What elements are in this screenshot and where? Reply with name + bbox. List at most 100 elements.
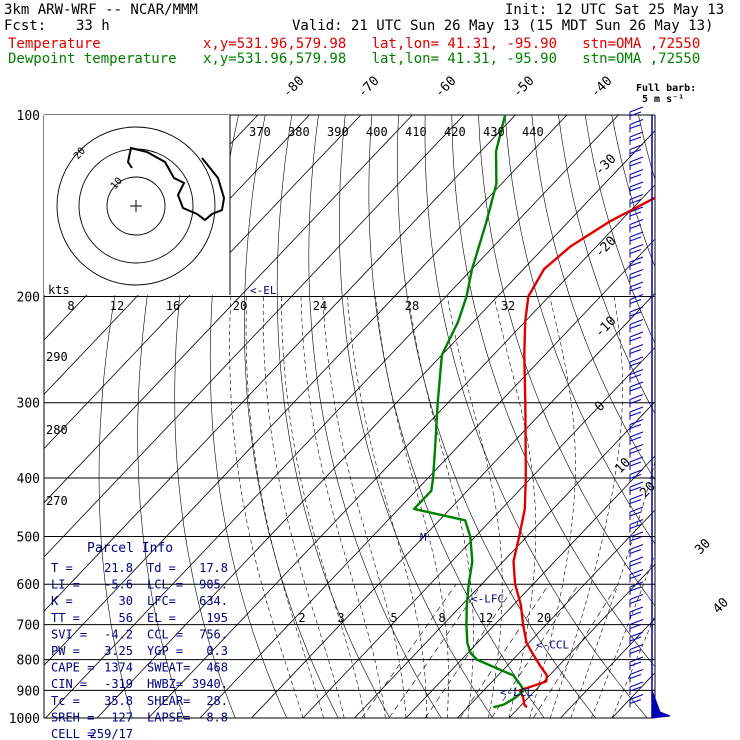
parcel-key: LFC= (147, 594, 176, 608)
wind-barb-flag (629, 381, 644, 388)
pressure-label: 500 (17, 530, 40, 545)
wind-barb-flag (629, 136, 642, 142)
parcel-key: CCL = (147, 627, 183, 641)
wind-barb-flag (629, 436, 642, 442)
parcel-value: 1374 (104, 661, 133, 675)
legend-temperature-name: Temperature (8, 36, 101, 52)
wind-barb-flag (629, 694, 644, 700)
wind-barb-flag (629, 611, 642, 617)
pressure-label: 700 (17, 619, 40, 634)
parcel-key: LAPSE= (147, 710, 190, 724)
mixing-ratio-label: 12 (479, 611, 493, 625)
theta-label: 410 (405, 125, 427, 139)
wind-barb-flag (629, 594, 644, 600)
wind-barb-flag (629, 461, 642, 467)
wind-barb-flag (629, 249, 642, 254)
isotherm-line (354, 401, 655, 718)
hodograph-background (44, 115, 230, 295)
wind-barb-flag (629, 486, 642, 492)
parcel-value: 468 (206, 661, 228, 675)
dry-adiabat (137, 115, 186, 718)
parcel-info-title: Parcel Info (87, 541, 173, 556)
wind-barb-flag (629, 519, 644, 525)
isotherm-line (44, 115, 413, 504)
parcel-value: 634. (199, 594, 228, 608)
wind-barb-flag (629, 106, 644, 113)
parcel-value: 3.25 (104, 644, 133, 658)
parcel-key: Tc = (51, 694, 80, 708)
theta-label: 440 (522, 125, 544, 139)
wind-barb-flag (629, 286, 642, 292)
wind-barb-flag (629, 644, 644, 650)
level-annotation: <-EL (250, 284, 277, 297)
wind-barb-flag (629, 181, 644, 188)
parcel-key: SREH = (51, 710, 94, 724)
valid-time: Valid: 21 UTC Sun 26 May 13 (15 MDT Sun … (292, 18, 714, 34)
wind-barb-flag (629, 231, 644, 238)
wind-barb-flag (629, 581, 644, 588)
parcel-key: EL = (147, 611, 176, 625)
theta-label: 370 (249, 125, 271, 139)
mixing-ratio-label: 8 (438, 611, 445, 625)
hodograph-trace (126, 146, 226, 222)
wind-barb-flag (629, 499, 642, 504)
temperature-line (512, 196, 655, 709)
pressure-label: 900 (17, 684, 40, 699)
parcel-value: 195 (206, 611, 228, 625)
parcel-key: YGP = (147, 644, 183, 658)
wind-barb-flag (629, 306, 644, 313)
wind-barb-flag (629, 549, 642, 554)
level-marker: M (420, 531, 427, 544)
wind-barb-flag (629, 669, 644, 675)
parcel-key: TT = (51, 611, 80, 625)
wind-barb-flag (629, 194, 644, 200)
isotherm-line (251, 292, 655, 718)
wind-barb-flag (629, 219, 644, 225)
mixing-ratio-label: 2 (298, 611, 305, 625)
moist-adiabat (300, 296, 386, 718)
parcel-key: HWBZ= (147, 677, 183, 691)
wind-barb-flag (629, 544, 644, 550)
pressure-label: 1000 (9, 712, 40, 727)
isotherm-line (148, 184, 655, 718)
wind-barb-flag (629, 574, 642, 579)
wind-barb-flag (629, 606, 644, 613)
parcel-value: 3940. (192, 677, 228, 691)
wind-barb-flag (629, 294, 644, 300)
wind-barb-flag (629, 111, 642, 117)
wind-barb-flag (629, 449, 642, 454)
wind-barb-flag (629, 369, 644, 375)
theta-label: 380 (288, 125, 310, 139)
hodograph-ring (56, 126, 216, 286)
wind-barb-flag (629, 156, 644, 163)
wind-barb-flag (629, 206, 644, 213)
parcel-value: 8.8 (206, 710, 228, 724)
theta-label-left: 270 (46, 494, 68, 508)
wind-barb-flag (629, 149, 642, 154)
wind-barb-flag (629, 481, 644, 488)
dry-adiabat (98, 115, 159, 718)
parcel-value: 28. (206, 694, 228, 708)
level-annotation: <-CCL (536, 639, 569, 652)
model-title: 3km ARW-WRF -- NCAR/MMM (4, 2, 198, 18)
wind-barb-flag (629, 336, 642, 342)
parcel-key: CELL = (51, 727, 94, 740)
parcel-value: 56 (119, 611, 133, 625)
parcel-value: 30 (119, 594, 133, 608)
dry-adiabat (478, 115, 655, 607)
isotherm-line (44, 115, 516, 612)
wind-barb-flag (629, 361, 642, 367)
moist-adiabat (549, 296, 623, 718)
wind-barb-flag (629, 406, 644, 413)
wind-barb-flag (629, 656, 644, 663)
hodograph-kts-label: kts (48, 283, 70, 297)
wind-barb-flag (629, 619, 644, 625)
wind-barb-flag (629, 531, 644, 538)
wind-barb-flag (629, 636, 642, 642)
wind-barb-flag (629, 681, 644, 688)
wind-barb-flag (629, 569, 644, 575)
pressure-label: 200 (17, 291, 40, 306)
wind-barb-flag (629, 431, 644, 438)
legend-temperature-info: x,y=531.96,579.98 lat,lon= 41.31, -95.90… (203, 36, 701, 52)
